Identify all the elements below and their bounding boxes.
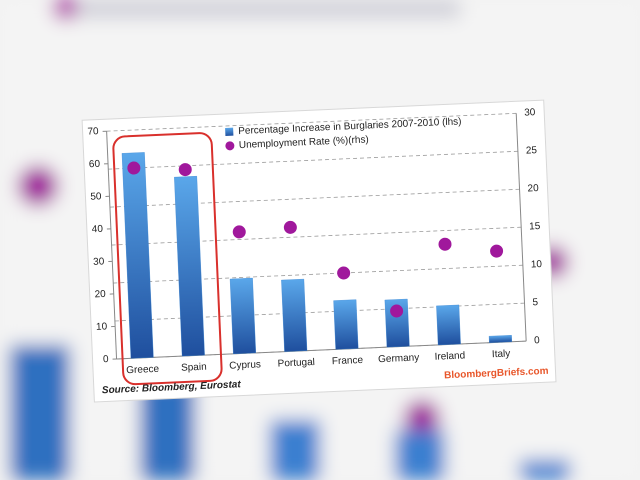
marker xyxy=(178,163,192,177)
y-tick-label: 50 xyxy=(90,191,102,202)
y2-tick-label: 0 xyxy=(534,335,540,346)
bar xyxy=(333,299,359,350)
x-tick-label: France xyxy=(332,355,364,367)
legend-swatch xyxy=(225,141,235,151)
y-tick-label: 40 xyxy=(92,224,104,235)
x-tick-label: Spain xyxy=(181,362,207,374)
grid-line xyxy=(109,188,520,208)
y2-tick-label: 15 xyxy=(529,221,541,232)
grid-line xyxy=(111,226,522,246)
y2-axis xyxy=(515,113,527,342)
marker xyxy=(337,266,351,280)
y2-tick-label: 30 xyxy=(524,107,536,118)
bar xyxy=(229,277,256,355)
x-tick-label: Ireland xyxy=(434,350,465,362)
y-tick-label: 0 xyxy=(103,354,109,365)
y2-tick-label: 10 xyxy=(531,259,543,270)
watermark: BloombergBriefs.com xyxy=(444,366,549,382)
bar xyxy=(121,152,154,359)
x-tick-label: Greece xyxy=(126,364,160,376)
marker xyxy=(232,225,246,239)
marker xyxy=(438,237,452,251)
legend-swatch xyxy=(225,127,234,137)
highlight-box xyxy=(112,132,223,386)
marker xyxy=(127,161,141,175)
x-tick-label: Cyprus xyxy=(229,359,261,371)
grid-line xyxy=(113,264,523,284)
marker xyxy=(283,220,297,234)
chart-card: 0 5 10 15 20 25 30 0 10 20 30 40 50 60 70 Greece Spain Cy… xyxy=(81,99,557,403)
marker xyxy=(490,244,504,258)
x-tick-label: Portugal xyxy=(277,357,315,370)
y-tick-label: 70 xyxy=(87,126,99,137)
y-axis xyxy=(106,131,118,359)
y2-tick-label: 5 xyxy=(532,297,538,308)
grid-line xyxy=(106,112,517,132)
y-tick-label: 60 xyxy=(89,159,101,170)
bar xyxy=(488,335,512,343)
y-tick-label: 10 xyxy=(96,321,108,332)
x-tick-label: Germany xyxy=(378,352,420,365)
grid-line xyxy=(114,302,525,322)
bar xyxy=(174,176,205,357)
bar xyxy=(436,304,461,346)
marker xyxy=(390,304,404,318)
y2-tick-label: 20 xyxy=(527,183,539,194)
grid-line xyxy=(108,150,518,170)
y2-tick-label: 25 xyxy=(526,145,538,156)
y-tick-label: 30 xyxy=(93,256,105,267)
bar xyxy=(281,278,308,352)
y-tick-label: 20 xyxy=(94,289,106,300)
x-tick-label: Italy xyxy=(492,348,511,360)
